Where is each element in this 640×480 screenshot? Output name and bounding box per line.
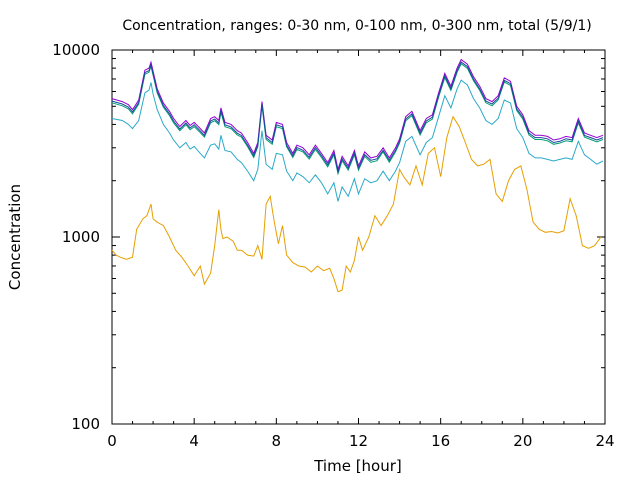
x-axis-label: Time [hour] [313,457,402,475]
y-tick-label: 1000 [62,228,100,246]
series-line-3 [111,61,604,174]
x-tick-label: 0 [107,432,117,450]
y-tick-label: 100 [71,415,100,433]
x-tick-label: 20 [513,432,532,450]
chart-title: Concentration, ranges: 0-30 nm, 0-100 nm… [122,18,591,34]
x-tick-label: 12 [349,432,368,450]
y-tick-label: 10000 [52,41,100,59]
x-tick-label: 24 [595,432,614,450]
series-line-5 [111,115,602,293]
y-axis-label: Concentration [6,184,24,290]
series-line-4 [111,79,604,202]
x-axis: 0 4 8 12 16 20 24 [107,50,615,450]
series-line-2 [111,62,604,176]
x-tick-label: 16 [431,432,450,450]
series-group [111,58,604,293]
y-minor-ticks [112,58,605,369]
y-axis: 100 1000 10000 [52,41,605,433]
series-line-1 [111,58,604,172]
x-tick-label: 4 [189,432,199,450]
x-tick-label: 8 [272,432,282,450]
